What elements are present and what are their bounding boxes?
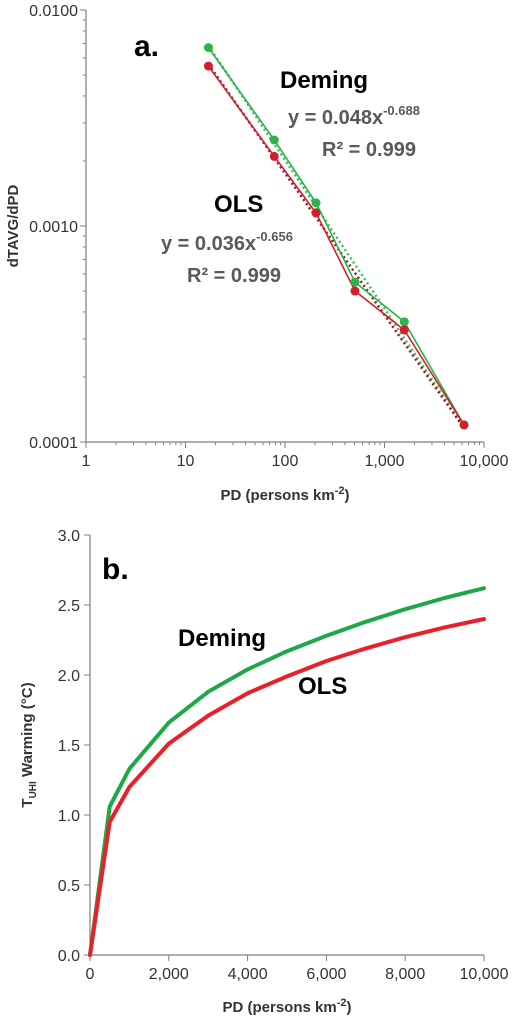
y-tick-label: 2.0 (58, 668, 80, 685)
deming-equation-exp: -0.688 (383, 103, 420, 118)
x-axis-title-sup: -2 (337, 997, 347, 1009)
curve-ols (88, 617, 486, 957)
ols-equation-exp: -0.656 (256, 229, 293, 244)
y-tick-label: 0.5 (58, 878, 80, 895)
x-tick-label: 6,000 (306, 966, 346, 983)
data-point-ols (350, 286, 360, 296)
chart-panel-a: 0.0001 0.0010 0.0100 1 10 100 1,000 10,000 PD (p… (5, 3, 509, 504)
y-axis-title: dTAVG/dPD (5, 184, 22, 267)
panel-letter: a. (134, 30, 159, 63)
log-log-chart: 0.0001 0.0010 0.0100 1 10 100 1,000 10,000 PD (p… (5, 3, 509, 504)
deming-label: Deming (280, 67, 368, 94)
data-point-deming (203, 43, 213, 53)
ols-label: OLS (298, 673, 347, 700)
x-axis-title: PD (persons km-2) (221, 485, 350, 504)
chart-panel-b: 0.0 0.5 1.0 1.5 2.0 2.5 3.0 0 2,000 4,000 6,000 8,0… (0, 512, 515, 1024)
curve-deming (88, 586, 486, 957)
ols-r2: R² = 0.999 (187, 265, 281, 287)
trendline-ols (207, 63, 466, 429)
y-tick-label: 0.0010 (29, 219, 78, 236)
deming-equation-base: y = 0.048x (288, 107, 383, 129)
trendline-deming (207, 45, 466, 429)
y-axis-title-main: T (19, 798, 36, 807)
y-tick-label: 2.5 (58, 598, 80, 615)
y-axis-title: TUHI Warming (°C) (19, 682, 39, 807)
data-point-ols (399, 325, 409, 335)
x-tick-label: 1,000 (364, 453, 404, 470)
x-axis-title-text: PD (persons km (223, 999, 337, 1016)
x-tick-label: 8,000 (385, 966, 425, 983)
x-axis-title-text: PD (persons km (221, 487, 335, 504)
data-point-ols (459, 420, 469, 430)
data-point-deming (269, 135, 279, 145)
x-axis-title-end: ) (344, 487, 349, 504)
data-point-ols (311, 208, 321, 218)
y-tick-label: 0.0 (58, 948, 80, 965)
x-axis-title: PD (persons km-2) (223, 997, 352, 1016)
ols-label: OLS (214, 191, 263, 218)
y-tick-label: 0.0100 (29, 3, 78, 20)
x-tick-label: 0 (86, 966, 95, 983)
x-tick-label: 1 (82, 453, 91, 470)
y-tick-label: 3.0 (58, 528, 80, 545)
x-tick-label: 10,000 (460, 966, 509, 983)
x-tick-label: 100 (272, 453, 299, 470)
data-point-deming (350, 277, 360, 287)
data-point-ols (203, 61, 213, 71)
data-point-deming (399, 317, 409, 327)
deming-equation: y = 0.048x-0.688 (288, 103, 420, 129)
x-tick-label: 4,000 (228, 966, 268, 983)
x-axis-title-sup: -2 (335, 485, 345, 497)
data-point-ols (269, 151, 279, 161)
y-axis-title-sub: UHI (28, 781, 39, 798)
y-tick-label: 1.5 (58, 738, 80, 755)
deming-label: Deming (178, 625, 266, 652)
warming-curve-chart: 0.0 0.5 1.0 1.5 2.0 2.5 3.0 0 2,000 4,000 6,000 8,0… (19, 528, 509, 1016)
panel-letter: b. (102, 553, 129, 586)
series-line-deming (207, 47, 465, 426)
ols-equation: y = 0.036x-0.656 (161, 229, 293, 255)
series-line-ols (207, 65, 465, 426)
y-axis-title-rest: Warming (°C) (19, 682, 36, 781)
x-tick-label: 10 (177, 453, 195, 470)
y-tick-label: 0.0001 (29, 435, 78, 452)
data-point-deming (311, 198, 321, 208)
x-axis-title-end: ) (346, 999, 351, 1016)
y-tick-label: 1.0 (58, 808, 80, 825)
deming-r2: R² = 0.999 (322, 139, 416, 161)
ols-equation-base: y = 0.036x (161, 233, 256, 255)
x-tick-label: 2,000 (149, 966, 189, 983)
x-tick-label: 10,000 (460, 453, 509, 470)
